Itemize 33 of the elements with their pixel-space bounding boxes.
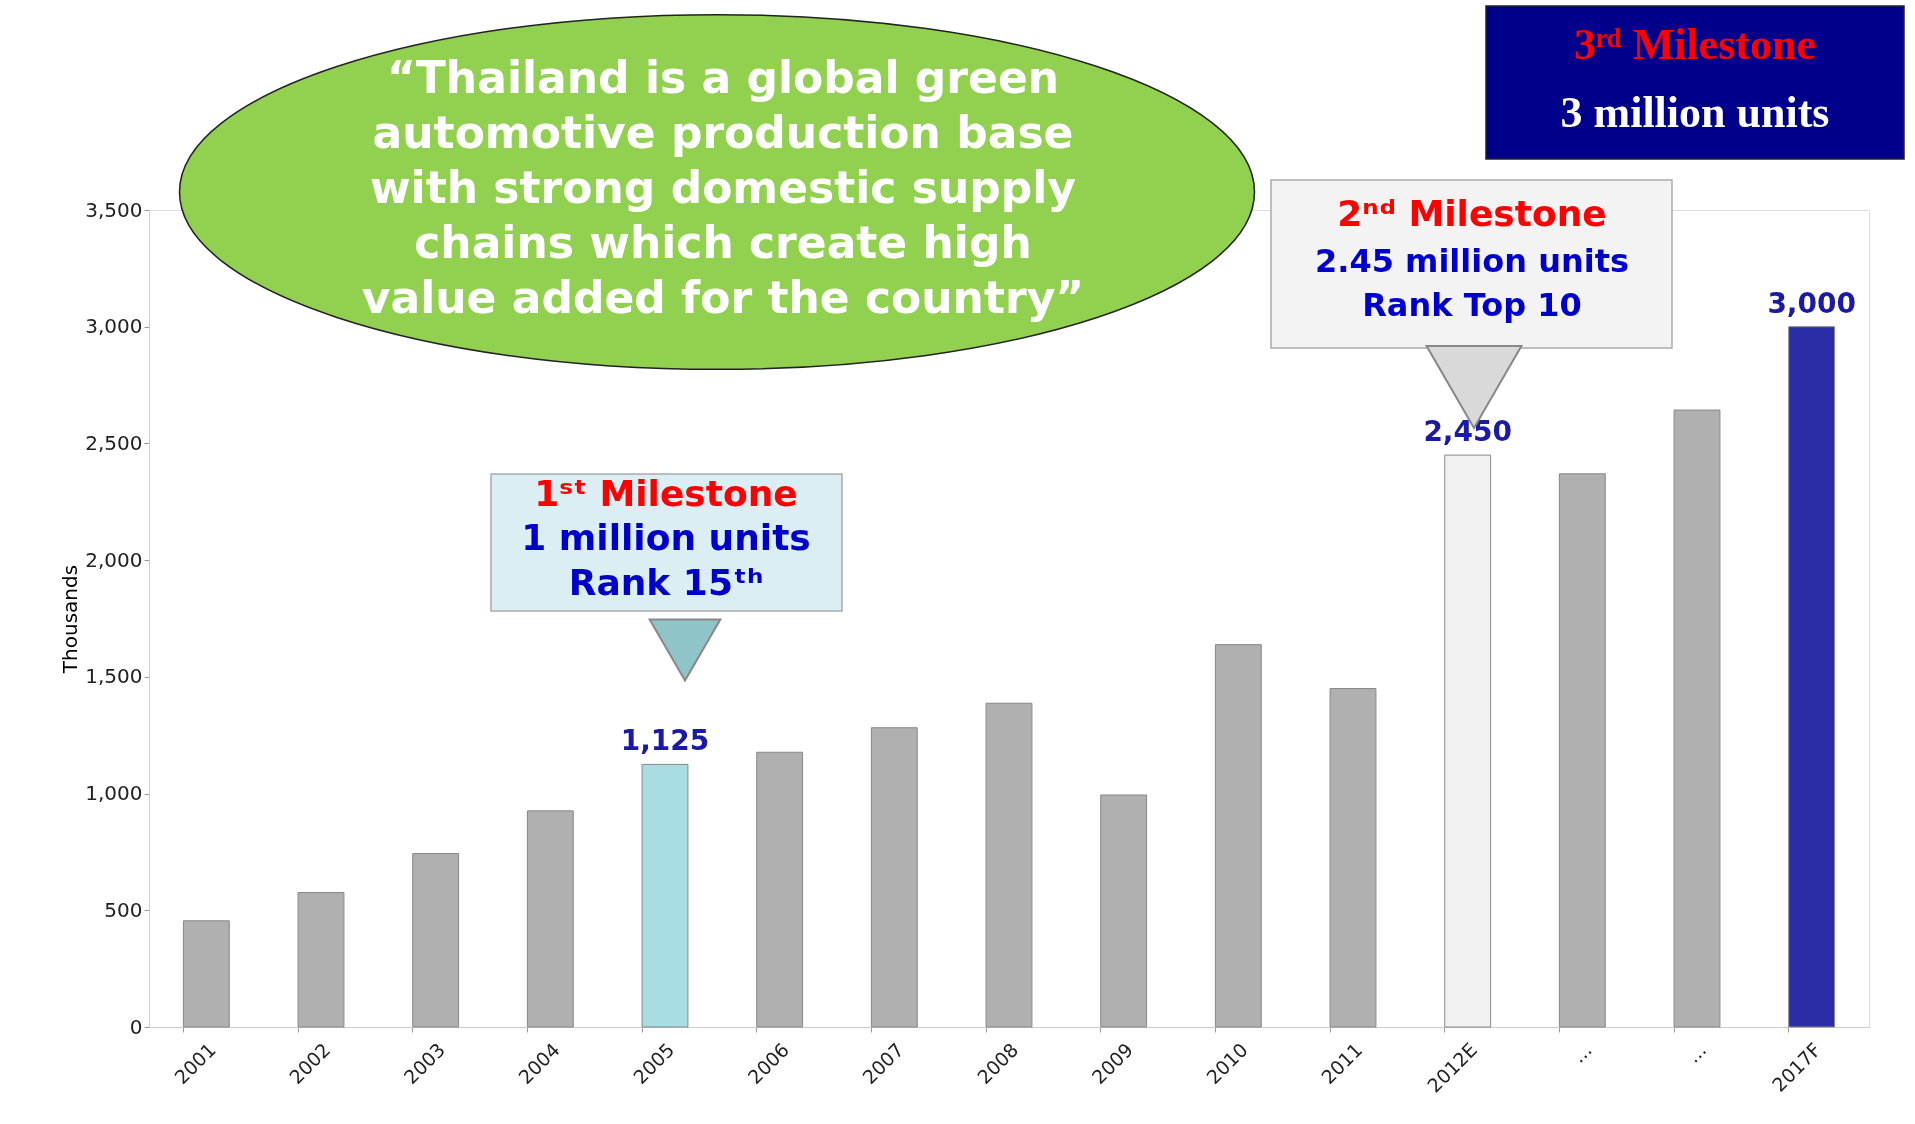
data-label: 3,000: [1767, 286, 1856, 320]
y-tick-label: 2,500: [85, 430, 143, 455]
bar: [1329, 688, 1377, 1028]
y-tick-label: 500: [104, 897, 143, 922]
y-tick-label: 3,000: [85, 314, 143, 339]
bar: [1444, 454, 1492, 1028]
y-tick-label: 1,500: [85, 664, 143, 689]
y-axis-title: Thousands: [58, 564, 83, 675]
bar: [1558, 473, 1606, 1028]
data-label: 2,450: [1423, 415, 1512, 449]
bar: [182, 920, 230, 1028]
bar: [1673, 409, 1721, 1028]
bar: [412, 853, 460, 1028]
x-tick-label: ...: [1567, 1038, 1596, 1067]
data-label: 1,125: [620, 724, 710, 758]
text: 3ʳᵈ Milestone 3 million units: [1560, 20, 1830, 137]
bar: [870, 727, 918, 1028]
bar: [641, 763, 689, 1028]
y-tick-label: 1,000: [85, 781, 143, 806]
x-tick-label: ...: [1682, 1038, 1711, 1067]
bar: [1788, 326, 1836, 1028]
bar: [1214, 644, 1262, 1028]
y-tick-label: 3,500: [85, 197, 143, 222]
bar: [985, 702, 1033, 1028]
y-tick-label: 2,000: [85, 547, 143, 572]
annotation: 2ⁿᵈ Milestone 2.45 million units Rank Top 10: [1314, 193, 1630, 324]
bar: [526, 810, 574, 1028]
bar: [1100, 794, 1148, 1028]
bar: [756, 751, 804, 1028]
annotation: 1ˢᵗ Milestone 1 million units Rank 15ᵗʰ: [521, 473, 811, 603]
y-tick-label: 0: [129, 1014, 143, 1039]
annotation: “Thailand is a global green automotive production base with strong domestic supply chains which create high value added for the country”: [361, 52, 1085, 323]
bar: [297, 892, 345, 1028]
